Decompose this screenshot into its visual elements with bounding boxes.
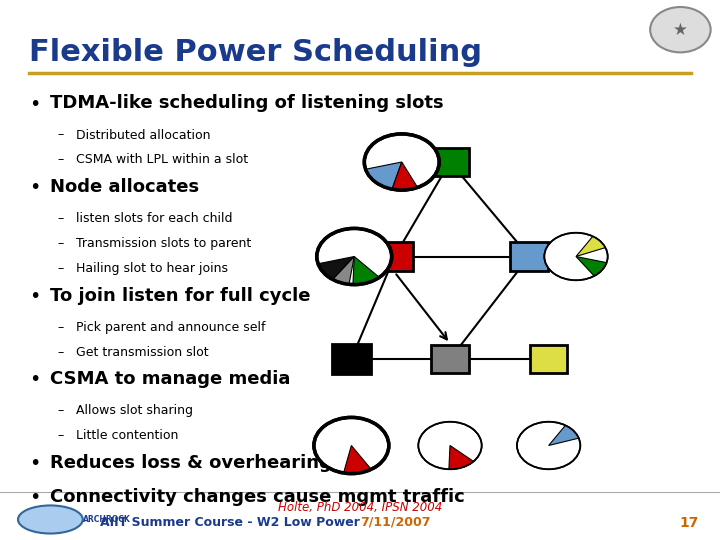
Circle shape xyxy=(544,233,608,280)
Circle shape xyxy=(314,417,389,474)
Text: •: • xyxy=(29,287,40,306)
Text: Holte, PhD 2004, IPSN 2004: Holte, PhD 2004, IPSN 2004 xyxy=(278,501,442,514)
Text: –: – xyxy=(58,346,64,359)
Text: Distributed allocation: Distributed allocation xyxy=(76,129,210,141)
Text: Connectivity changes cause mgmt traffic: Connectivity changes cause mgmt traffic xyxy=(50,488,465,506)
Bar xyxy=(431,345,469,373)
Text: –: – xyxy=(58,212,64,225)
Text: Allows slot sharing: Allows slot sharing xyxy=(76,404,193,417)
Bar xyxy=(331,345,372,374)
Wedge shape xyxy=(576,256,607,276)
Wedge shape xyxy=(449,446,474,469)
Text: Node allocates: Node allocates xyxy=(50,178,199,196)
Text: AIIT Summer Course - W2 Low Power: AIIT Summer Course - W2 Low Power xyxy=(100,516,360,529)
Text: listen slots for each child: listen slots for each child xyxy=(76,212,232,225)
Text: •: • xyxy=(29,178,40,197)
Text: Get transmission slot: Get transmission slot xyxy=(76,346,208,359)
Circle shape xyxy=(650,7,711,52)
Text: To join listen for full cycle: To join listen for full cycle xyxy=(50,287,311,305)
Text: •: • xyxy=(29,454,40,473)
Text: ARCHROCK: ARCHROCK xyxy=(83,515,130,524)
Text: •: • xyxy=(29,488,40,507)
Text: Hailing slot to hear joins: Hailing slot to hear joins xyxy=(76,262,228,275)
Text: –: – xyxy=(58,321,64,334)
Wedge shape xyxy=(549,426,579,446)
Wedge shape xyxy=(343,446,372,474)
Text: ★: ★ xyxy=(673,21,688,39)
Wedge shape xyxy=(576,237,606,256)
Wedge shape xyxy=(333,256,354,284)
Circle shape xyxy=(364,134,439,190)
Text: TDMA-like scheduling of listening slots: TDMA-like scheduling of listening slots xyxy=(50,94,444,112)
Circle shape xyxy=(418,422,482,469)
Text: CSMA with LPL within a slot: CSMA with LPL within a slot xyxy=(76,153,248,166)
Wedge shape xyxy=(366,162,402,189)
Circle shape xyxy=(317,228,392,285)
Text: 17: 17 xyxy=(679,516,698,530)
Bar xyxy=(376,242,413,271)
Wedge shape xyxy=(318,256,354,280)
Text: •: • xyxy=(29,94,40,113)
Text: –: – xyxy=(58,129,64,141)
Text: –: – xyxy=(58,153,64,166)
Circle shape xyxy=(517,422,580,469)
Text: –: – xyxy=(58,262,64,275)
Text: 7/11/2007: 7/11/2007 xyxy=(360,516,431,529)
Text: –: – xyxy=(58,237,64,250)
Text: •: • xyxy=(29,370,40,389)
Bar xyxy=(530,345,567,373)
Bar xyxy=(431,148,469,176)
Text: Transmission slots to parent: Transmission slots to parent xyxy=(76,237,251,250)
Text: –: – xyxy=(58,429,64,442)
Text: Flexible Power Scheduling: Flexible Power Scheduling xyxy=(29,38,482,67)
Text: Little contention: Little contention xyxy=(76,429,178,442)
Text: CSMA to manage media: CSMA to manage media xyxy=(50,370,291,388)
Wedge shape xyxy=(353,256,379,285)
Text: Pick parent and announce self: Pick parent and announce self xyxy=(76,321,265,334)
Text: Reduces loss & overhearing: Reduces loss & overhearing xyxy=(50,454,332,472)
Text: –: – xyxy=(58,404,64,417)
Wedge shape xyxy=(392,162,418,190)
Bar xyxy=(510,242,548,271)
Ellipse shape xyxy=(18,505,83,534)
